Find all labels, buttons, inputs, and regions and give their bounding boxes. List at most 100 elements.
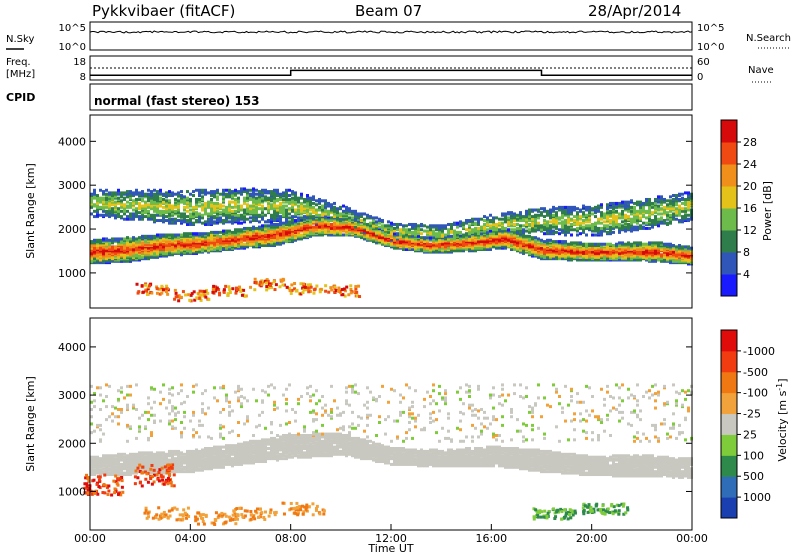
- power-cell: [120, 199, 123, 203]
- power-cell: [147, 197, 150, 201]
- power-cell: [540, 246, 543, 250]
- power-cell: [366, 216, 369, 220]
- power-cell: [265, 285, 269, 289]
- power-cell: [90, 240, 93, 244]
- power-cell: [204, 212, 207, 216]
- freq-unit-label: [MHz]: [6, 69, 35, 80]
- power-cell: [381, 219, 384, 223]
- power-cell: [195, 200, 198, 204]
- power-cell: [321, 199, 324, 203]
- power-cell: [147, 213, 150, 217]
- power-cell: [222, 288, 226, 292]
- power-cell: [570, 212, 573, 216]
- power-cell: [309, 212, 312, 216]
- power-cell: [114, 191, 117, 195]
- power-cell: [597, 220, 600, 224]
- power-cell: [645, 226, 648, 230]
- power-cell: [381, 226, 384, 230]
- power-cell: [555, 220, 558, 224]
- power-cell: [549, 208, 552, 212]
- power-cell: [188, 298, 192, 302]
- power-cell: [273, 192, 276, 196]
- power-cell: [681, 192, 684, 196]
- power-cell: [588, 224, 591, 228]
- power-cell: [234, 286, 238, 290]
- power-cell: [99, 238, 102, 242]
- power-cell: [240, 208, 243, 212]
- power-cell: [567, 211, 570, 215]
- power-cell: [237, 285, 241, 289]
- power-cell: [657, 208, 660, 212]
- power-cell: [177, 240, 180, 244]
- power-cell: [114, 195, 117, 199]
- power-cell: [123, 203, 126, 207]
- power-cell: [219, 192, 222, 196]
- power-cell: [648, 215, 651, 219]
- power-cell: [147, 192, 150, 196]
- power-cell: [624, 225, 627, 229]
- power-cell: [184, 293, 188, 297]
- power-cell: [627, 200, 630, 204]
- power-cell: [204, 188, 207, 192]
- power-cell: [303, 224, 306, 228]
- power-cell: [504, 226, 507, 230]
- power-cell: [297, 216, 300, 220]
- power-cell: [102, 205, 105, 209]
- power-cell: [498, 217, 501, 221]
- power-cell: [273, 199, 276, 203]
- power-cell: [216, 249, 219, 253]
- nsky-trace: [89, 30, 693, 34]
- power-cell: [618, 212, 621, 216]
- power-cell: [348, 216, 351, 220]
- power-cell: [501, 225, 504, 229]
- power-cell: [393, 232, 396, 236]
- power-cell: [267, 190, 270, 194]
- power-cell: [417, 224, 420, 228]
- power-cell: [231, 209, 234, 213]
- power-cell: [468, 232, 471, 236]
- power-cell: [162, 200, 165, 204]
- power-cell: [621, 220, 624, 224]
- power-cell: [561, 240, 564, 244]
- power-cell: [204, 232, 207, 236]
- power-cell: [266, 279, 270, 283]
- power-cell: [546, 220, 549, 224]
- power-cell: [156, 196, 159, 200]
- power-cell: [354, 209, 357, 213]
- power-cell: [558, 221, 561, 225]
- power-cell: [240, 237, 243, 241]
- nave-ytick-top: 60: [697, 57, 710, 68]
- power-cell: [258, 240, 261, 244]
- power-cell: [420, 232, 423, 236]
- power-cell: [576, 207, 579, 211]
- power-cell: [254, 281, 258, 285]
- power-cell: [150, 291, 154, 295]
- power-cell: [657, 224, 660, 228]
- power-cell: [603, 220, 606, 224]
- power-cell: [468, 224, 471, 228]
- power-cell: [687, 200, 690, 204]
- power-cell: [657, 204, 660, 208]
- power-cell: [240, 213, 243, 217]
- power-cell: [660, 212, 663, 216]
- cpid-label: CPID: [6, 91, 35, 104]
- power-cell: [276, 197, 279, 201]
- power-cell: [543, 251, 546, 255]
- power-cell: [534, 221, 537, 225]
- power-cell: [612, 230, 615, 234]
- power-cell: [186, 196, 189, 200]
- power-cell: [281, 283, 285, 287]
- power-cell: [135, 253, 138, 257]
- power-cell: [207, 212, 210, 216]
- power-cell: [528, 228, 531, 232]
- power-cell: [90, 200, 93, 204]
- power-cell: [423, 236, 426, 240]
- power-cell: [603, 224, 606, 228]
- power-cell: [99, 205, 102, 209]
- power-cell: [672, 217, 675, 221]
- power-cell: [477, 220, 480, 224]
- power-cell: [636, 209, 639, 213]
- power-cell: [540, 211, 543, 215]
- power-cell: [657, 217, 660, 221]
